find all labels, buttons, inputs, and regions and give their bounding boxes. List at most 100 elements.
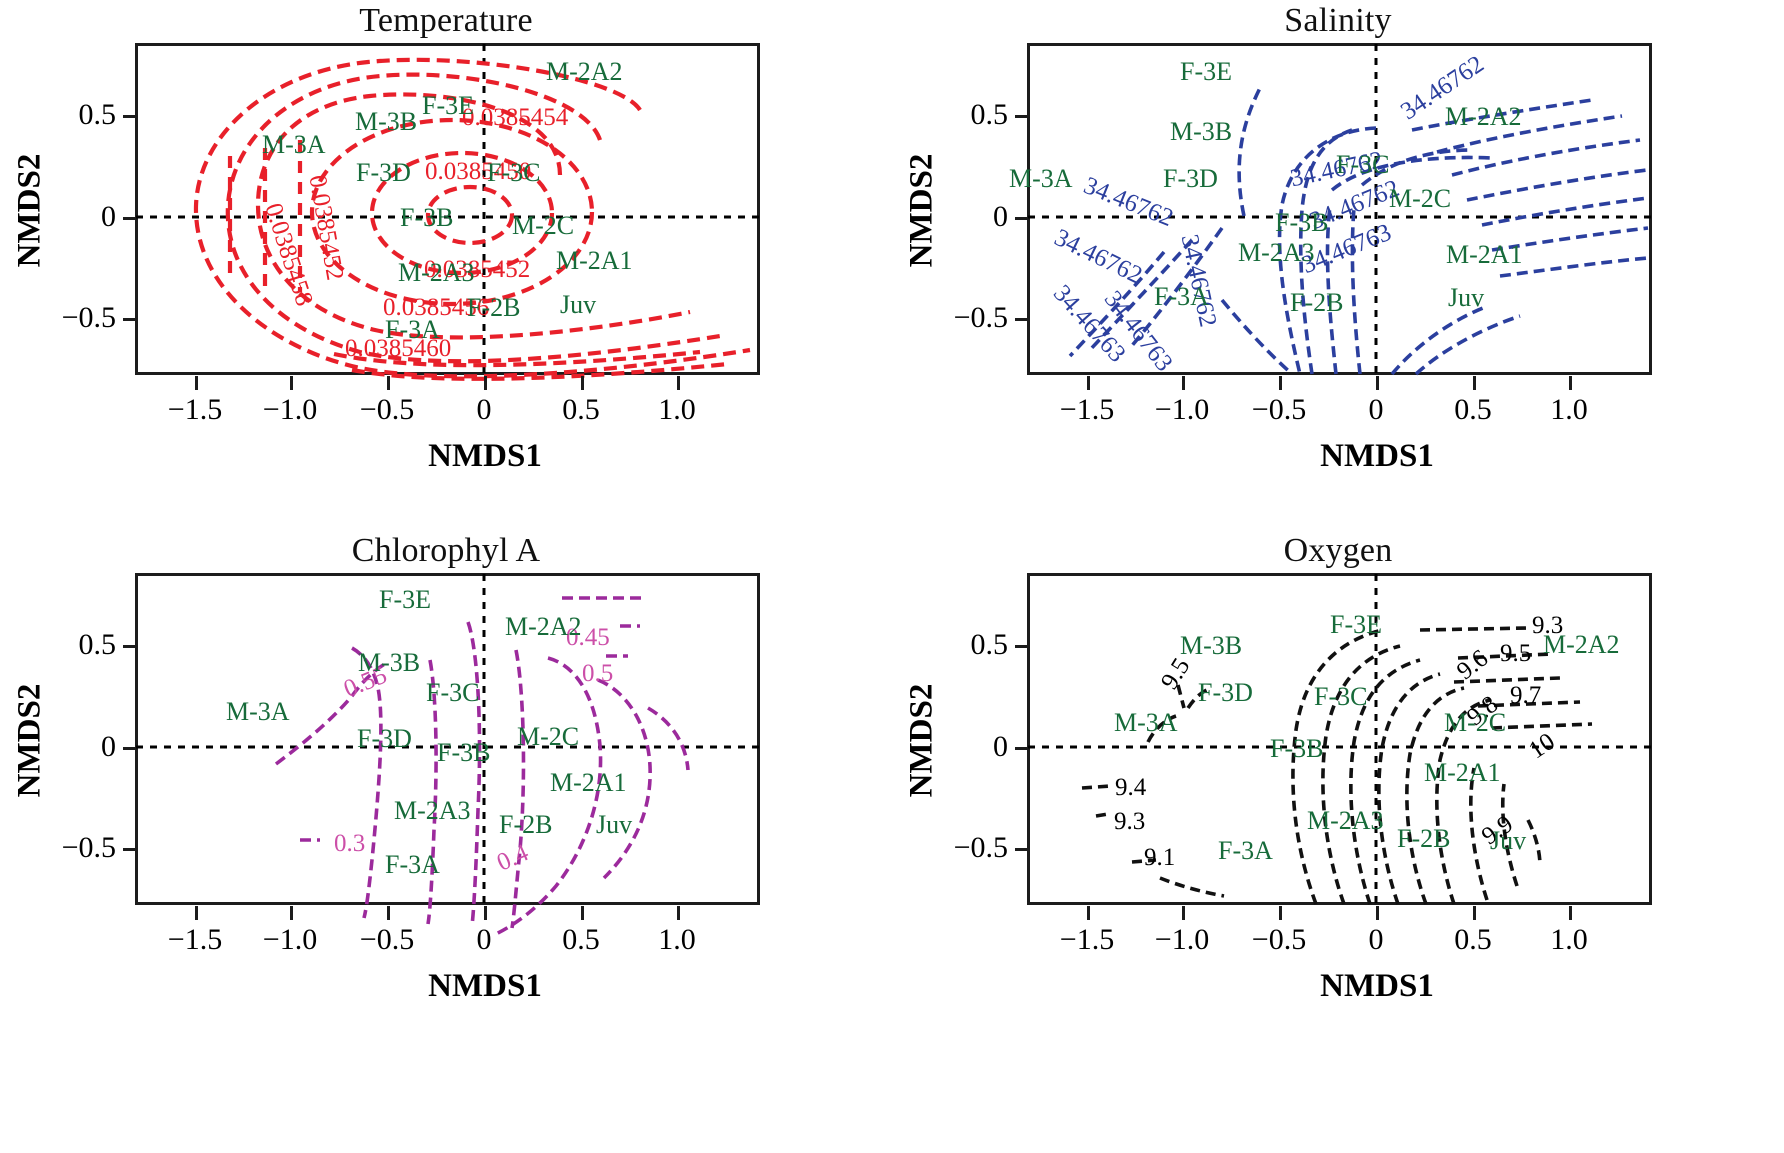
x-tick-label: 1.0 (1550, 393, 1588, 426)
panel-salinity: Salinity (892, 0, 1784, 500)
site-label: M-3B (1180, 631, 1243, 660)
x-axis-label: NMDS1 (428, 968, 542, 1004)
y-tickmark (1015, 115, 1028, 118)
x-tickmark (387, 376, 390, 390)
x-tickmark (1569, 376, 1572, 390)
y-tick-label: −0.5 (61, 301, 116, 334)
y-tickmark (1015, 318, 1028, 321)
plot-area-temperature (135, 43, 760, 375)
site-label: F-2B (1397, 824, 1451, 853)
site-label: F-3D (356, 158, 411, 187)
site-label: F-3C (1336, 150, 1390, 179)
x-tickmark (195, 906, 198, 920)
x-tickmark (1569, 906, 1572, 920)
x-tick-label: 1.0 (658, 923, 696, 956)
site-label: F-3B (400, 203, 454, 232)
y-tickmark (123, 747, 136, 750)
site-label: F-3E (379, 585, 431, 614)
x-tick-label: −0.5 (1251, 393, 1307, 426)
contour-label: 9.3 (1532, 612, 1564, 639)
x-tickmark (1087, 376, 1090, 390)
contour-svg-oxygen (1028, 574, 1651, 905)
site-label: Juv (1448, 283, 1485, 312)
site-label: M-2C (512, 211, 575, 240)
site-label: F-3E (422, 91, 474, 120)
site-label: M-2C (1444, 708, 1507, 737)
plot-area-chlorophyl-a (135, 573, 760, 905)
y-tickmark (1015, 217, 1028, 220)
x-tickmark (1376, 376, 1379, 390)
x-tick-label: 0.5 (1454, 393, 1492, 426)
x-tick-label: 1.0 (658, 393, 696, 426)
y-tickmark (123, 848, 136, 851)
x-tick-label: −1.0 (262, 923, 318, 956)
x-tickmark (1087, 906, 1090, 920)
contour-label: 0.0385460 (345, 335, 452, 362)
x-tick-label: 1.0 (1550, 923, 1588, 956)
panel-title-chlorophyl-a: Chlorophyl A (351, 532, 541, 569)
site-label: M-2A1 (1424, 758, 1501, 787)
site-label: F-3B (1275, 208, 1329, 237)
site-label: M-2A2 (505, 612, 582, 641)
site-label: M-2A3 (1238, 238, 1315, 267)
x-tickmark (1182, 906, 1185, 920)
x-tickmark (484, 376, 487, 390)
x-tickmark (1376, 906, 1379, 920)
panel-title-temperature: Temperature (359, 2, 533, 39)
contour-label: 9.4 (1115, 774, 1147, 801)
contour-label: 0.0385456 (383, 294, 490, 321)
x-tickmark (1473, 376, 1476, 390)
site-label: F-3A (385, 315, 440, 344)
panel-oxygen: Oxygen (892, 530, 1784, 1030)
plot-area-salinity (1027, 43, 1652, 375)
site-label: Juv (596, 810, 633, 839)
site-label: Juv (1490, 826, 1527, 855)
contour-label: 0.5 (582, 660, 614, 687)
contour-svg-chlorophyl-a (136, 574, 759, 936)
x-tick-label: −1.5 (167, 923, 223, 956)
x-tick-label: 0.5 (562, 923, 600, 956)
y-tick-label: 0.5 (970, 98, 1009, 131)
y-tick-label: −0.5 (61, 831, 116, 864)
contour-svg-temperature (136, 44, 759, 381)
site-label: F-3E (1180, 57, 1232, 86)
x-tickmark (581, 376, 584, 390)
y-tick-label: −0.5 (953, 831, 1008, 864)
y-tick-label: 0.5 (78, 98, 117, 131)
site-label: M-2A3 (394, 796, 471, 825)
y-tick-label: 0 (101, 200, 116, 233)
panel-chlorophyl-a: Chlorophyl A 0.55 0.4 (0, 530, 892, 1030)
site-label: M-3A (1114, 708, 1178, 737)
x-tickmark (1279, 376, 1282, 390)
site-label: M-2A2 (1543, 630, 1620, 659)
x-tick-label: −0.5 (359, 923, 415, 956)
site-label: F-2B (499, 810, 553, 839)
y-tick-label: −0.5 (953, 301, 1008, 334)
x-tick-label: −1.5 (1059, 393, 1115, 426)
site-label: M-2A1 (556, 246, 633, 275)
contour-label: 0.0385450 (425, 158, 532, 185)
y-axis-label: NMDS2 (903, 153, 940, 268)
x-tick-label: −1.0 (262, 393, 318, 426)
site-label: F-3D (1163, 164, 1218, 193)
site-label: M-2A1 (550, 768, 627, 797)
site-label: F-3D (1198, 678, 1253, 707)
x-tick-label: 0 (476, 393, 492, 426)
x-tick-label: 0.5 (1454, 923, 1492, 956)
y-axis-label: NMDS2 (903, 683, 940, 798)
site-label: M-2A3 (398, 258, 475, 287)
contour-label: 0.0385452 (424, 256, 531, 283)
x-tickmark (1182, 376, 1185, 390)
x-tick-label: 0.5 (562, 393, 600, 426)
site-label: M-3A (262, 130, 326, 159)
site-label: F-3E (1330, 610, 1382, 639)
x-tick-label: −0.5 (1251, 923, 1307, 956)
site-label: F-3A (385, 850, 440, 879)
site-label: M-2A1 (1446, 240, 1523, 269)
x-tick-label: −1.5 (167, 393, 223, 426)
site-label: M-2C (517, 722, 580, 751)
y-tick-label: 0 (993, 200, 1008, 233)
x-axis-label: NMDS1 (1320, 438, 1434, 474)
x-tick-label: 0 (476, 923, 492, 956)
